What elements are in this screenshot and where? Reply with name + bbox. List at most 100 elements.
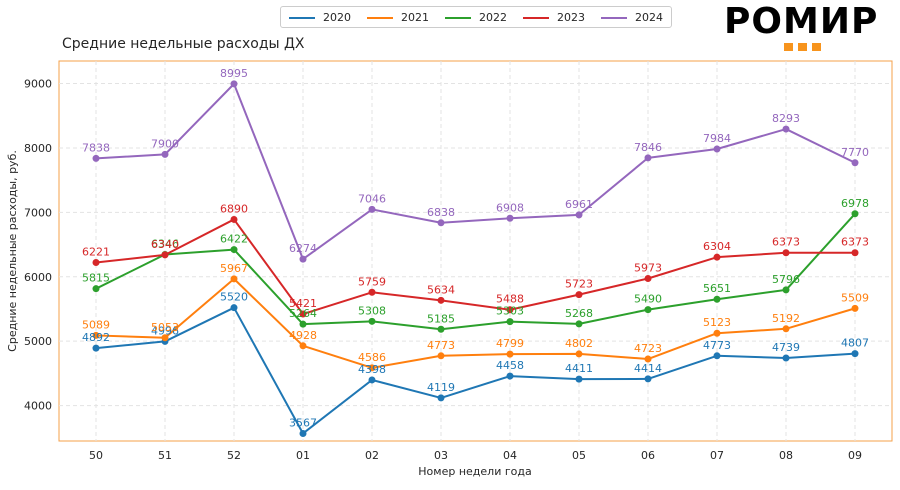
data-label-2021: 4773 (427, 339, 455, 352)
data-point-2020 (230, 304, 238, 312)
data-point-2022 (437, 325, 445, 333)
legend-label-2024: 2024 (635, 11, 663, 24)
legend-swatch-2022 (445, 17, 471, 19)
data-point-2022 (368, 317, 376, 325)
x-tick-label: 01 (296, 449, 310, 462)
data-label-2021: 5192 (772, 312, 800, 325)
data-point-2021 (368, 364, 376, 372)
data-label-2022: 5490 (634, 293, 662, 306)
series-line-2020 (95, 306, 856, 435)
data-label-2024: 6838 (427, 206, 455, 219)
data-point-2020 (713, 352, 721, 360)
data-label-2021: 4802 (565, 337, 593, 350)
data-label-2020: 4807 (841, 337, 869, 350)
data-point-2024 (782, 125, 790, 133)
data-point-2023 (644, 275, 652, 283)
data-label-2023: 6304 (703, 240, 731, 253)
data-point-2023 (782, 249, 790, 257)
data-point-2023 (437, 296, 445, 304)
data-point-2023 (230, 215, 238, 223)
data-label-2024: 8293 (772, 112, 800, 125)
y-axis-ticks: 4000 5000 6000 7000 8000 9000 (24, 78, 52, 413)
data-point-2020 (299, 429, 307, 437)
data-label-2022: 5185 (427, 312, 455, 325)
series-line-2023 (95, 218, 855, 316)
x-tick-label: 02 (365, 449, 379, 462)
data-point-2021 (161, 334, 169, 342)
data-label-2023: 5723 (565, 278, 593, 291)
data-point-2021 (575, 350, 583, 358)
data-label-2020: 4996 (151, 324, 179, 337)
data-label-2021: 5123 (703, 316, 731, 329)
data-label-2020: 3567 (289, 416, 317, 429)
data-label-2020: 4458 (496, 359, 524, 372)
data-point-2024 (506, 214, 514, 222)
x-tick-label: 09 (848, 449, 862, 462)
data-label-2021: 5967 (220, 262, 248, 275)
data-point-2023 (506, 306, 514, 314)
data-point-2021 (782, 325, 790, 333)
logo-dot (812, 43, 821, 51)
data-label-2021: 4586 (358, 351, 386, 364)
data-label-2023: 5973 (634, 262, 662, 275)
data-label-2023: 6373 (772, 236, 800, 249)
data-label-2022: 6422 (220, 233, 248, 246)
data-point-2024 (851, 159, 859, 167)
data-label-2022: 5308 (358, 304, 386, 317)
series-line-2022 (95, 213, 856, 331)
data-label-2023: 6373 (841, 236, 869, 249)
data-point-2024 (575, 211, 583, 219)
data-label-2020: 4398 (358, 363, 386, 376)
data-point-2023 (851, 249, 859, 257)
data-point-2022 (506, 318, 514, 326)
data-label-2020: 4773 (703, 339, 731, 352)
data-point-2020 (92, 344, 100, 352)
data-label-2024: 6908 (496, 201, 524, 214)
data-label-2021: 4723 (634, 342, 662, 355)
data-label-2022: 6978 (841, 197, 869, 210)
data-point-2024 (161, 150, 169, 158)
y-tick-label: 4000 (24, 400, 52, 413)
data-label-2024: 7046 (358, 192, 386, 205)
data-label-2021: 4799 (496, 337, 524, 350)
data-label-2024: 6961 (565, 198, 593, 211)
data-label-2022: 5651 (703, 282, 731, 295)
data-point-2024 (644, 154, 652, 162)
y-axis-label: Средние недельные расходы, руб. (6, 150, 19, 352)
data-label-2024: 7838 (82, 141, 110, 154)
data-point-2020 (368, 376, 376, 384)
data-label-2021: 5089 (82, 318, 110, 331)
data-point-2020 (506, 372, 514, 380)
data-label-2020: 5520 (220, 291, 248, 304)
data-label-2024: 7846 (634, 141, 662, 154)
x-axis-label: Номер недели года (418, 465, 531, 478)
y-tick-label: 6000 (24, 271, 52, 284)
data-point-2020 (851, 350, 859, 358)
x-tick-label: 51 (158, 449, 172, 462)
chart-title: Средние недельные расходы ДХ (62, 36, 305, 52)
data-point-2020 (782, 354, 790, 362)
x-axis-ticks: 50 51 52 01 02 03 04 05 06 07 08 09 (89, 449, 862, 462)
legend-swatch-2020 (289, 17, 315, 19)
logo-dot (798, 43, 807, 51)
logo-dot (784, 43, 793, 51)
data-label-2022: 5303 (496, 305, 524, 318)
data-point-2023 (575, 291, 583, 299)
series-line-2024 (95, 82, 856, 261)
data-label-2020: 4892 (82, 331, 110, 344)
logo-dots (784, 43, 824, 51)
data-label-2022: 6346 (151, 237, 179, 250)
x-tick-label: 04 (503, 449, 517, 462)
data-point-2022 (713, 295, 721, 303)
data-point-2024 (437, 219, 445, 227)
data-label-2022: 5268 (565, 307, 593, 320)
x-tick-label: 03 (434, 449, 448, 462)
data-point-2021 (437, 352, 445, 360)
data-point-2021 (299, 342, 307, 350)
y-tick-label: 9000 (24, 78, 52, 91)
data-point-2024 (230, 80, 238, 88)
data-point-2021 (506, 350, 514, 358)
data-label-2021: 5053 (151, 321, 179, 334)
data-point-2020 (575, 375, 583, 383)
